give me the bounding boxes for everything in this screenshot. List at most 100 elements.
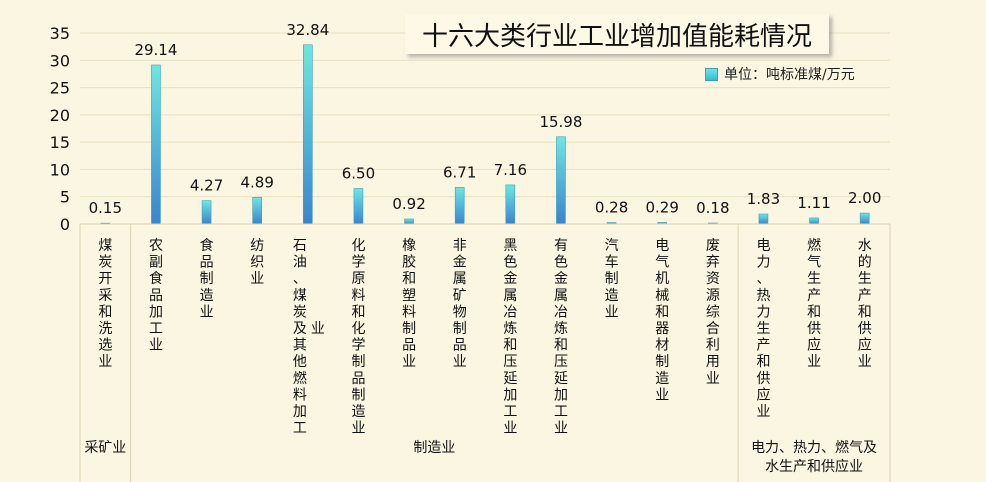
- x-tick-char: 器: [655, 321, 669, 337]
- data-label: 1.83: [747, 190, 780, 208]
- x-tick-char: 造: [655, 371, 669, 387]
- x-tick-char: 产: [807, 288, 821, 304]
- x-tick-char: 原: [351, 271, 365, 287]
- x-tick-char: 橡: [402, 238, 416, 254]
- y-tick-label: 25: [50, 79, 70, 98]
- x-tick-char: 的: [858, 255, 872, 271]
- x-tick-char: 非: [453, 238, 467, 254]
- data-label: 6.50: [342, 165, 375, 183]
- x-tick-char: 冶: [503, 304, 517, 320]
- x-tick-char: 工: [503, 404, 517, 420]
- bar: [404, 218, 414, 225]
- bar: [758, 213, 769, 225]
- x-tick-char: 业: [453, 354, 467, 370]
- x-tick-char: 金: [503, 271, 517, 287]
- x-tick-char: 农: [149, 238, 163, 254]
- x-tick-char: 造: [351, 404, 365, 420]
- x-tick-char: 制: [402, 321, 416, 337]
- x-tick-char: 业: [200, 304, 214, 320]
- x-tick-char: 金: [453, 255, 467, 271]
- bar: [151, 64, 161, 225]
- x-tick-char: 业: [655, 387, 669, 403]
- x-tick-char: 车: [605, 254, 619, 271]
- x-tick-char: 力: [756, 255, 770, 271]
- x-tick-char: 学: [351, 255, 365, 271]
- x-tick-char: 制: [453, 321, 467, 337]
- x-tick-char: 塑: [402, 288, 416, 304]
- x-tick-char: 电: [655, 238, 669, 254]
- x-tick-char: 废: [706, 238, 720, 254]
- bar: [556, 136, 566, 225]
- x-tick-char: 料: [402, 304, 416, 320]
- x-tick-char: 化: [351, 321, 365, 337]
- x-tick-char: 及: [293, 321, 307, 337]
- x-tick-char: 加: [503, 387, 517, 403]
- x-tick-char: 色: [554, 254, 568, 271]
- x-tick-char: 胶: [402, 254, 416, 271]
- x-tick-char: 业: [402, 354, 416, 370]
- data-label: 4.27: [190, 177, 223, 195]
- x-tick-char: 和: [554, 338, 568, 354]
- data-label: 0.29: [645, 198, 678, 216]
- x-tick-char: 气: [807, 255, 821, 271]
- x-tick-char: 应: [807, 337, 821, 354]
- x-tick-char: 开: [98, 271, 112, 287]
- x-tick-char: 工: [149, 321, 163, 337]
- x-tick-char: 炼: [503, 321, 517, 337]
- x-tick-label: 纺织业: [250, 238, 264, 287]
- x-tick-char: 水: [858, 238, 872, 254]
- x-tick-char: 延: [503, 371, 517, 387]
- group-label-line: 水生产和供应业: [765, 458, 863, 475]
- x-tick-char: 有: [554, 238, 568, 254]
- x-tick-char: 压: [503, 354, 517, 370]
- group-label-line: 制造业: [413, 440, 455, 456]
- x-tick-char: 业: [149, 338, 163, 354]
- y-tick-label: 30: [50, 51, 70, 70]
- x-tick-char: 源: [706, 288, 720, 304]
- x-tick-char: 织: [250, 255, 264, 271]
- legend: 单位：吨标准煤/万元: [705, 64, 855, 84]
- x-tick-char: 和: [858, 304, 872, 320]
- x-tick-char: 、: [293, 271, 307, 287]
- x-tick-char: 机: [655, 271, 669, 287]
- x-tick-char: 和: [503, 338, 517, 354]
- x-tick-char: 和: [756, 354, 770, 370]
- x-tick-char: 制: [655, 354, 669, 370]
- x-tick-char: 加: [293, 404, 307, 420]
- x-tick-char: 业: [756, 404, 770, 420]
- x-tick-char: 炭: [293, 304, 307, 320]
- x-tick-char: 和: [98, 304, 112, 320]
- bar: [353, 188, 364, 225]
- x-tick-char: 造: [200, 288, 214, 304]
- x-tick-char: 供: [858, 321, 872, 337]
- x-tick-char: 加: [149, 304, 163, 320]
- x-tick-char: 产: [756, 338, 770, 354]
- x-tick-char: 、: [756, 271, 770, 287]
- y-tick-label: 0: [60, 215, 70, 234]
- chart-title: 十六大类行业工业增加值能耗情况: [405, 14, 829, 54]
- x-tick-char: 压: [554, 354, 568, 370]
- x-tick-char: 气: [655, 255, 669, 271]
- x-tick-char: 业: [858, 354, 872, 370]
- x-tick-char: 料: [293, 387, 307, 403]
- x-tick-char: 品: [351, 371, 365, 387]
- x-tick-char: 炭: [98, 255, 112, 271]
- x-tick-char: 业: [98, 354, 112, 370]
- x-tick-char: 副: [149, 255, 163, 271]
- x-tick-char: 石: [293, 238, 307, 254]
- group-label-line: 采矿业: [84, 440, 126, 456]
- bar: [303, 44, 313, 225]
- bar: [809, 217, 819, 225]
- legend-label: 单位：吨标准煤/万元: [724, 67, 855, 83]
- x-tick-char: 热: [756, 288, 770, 304]
